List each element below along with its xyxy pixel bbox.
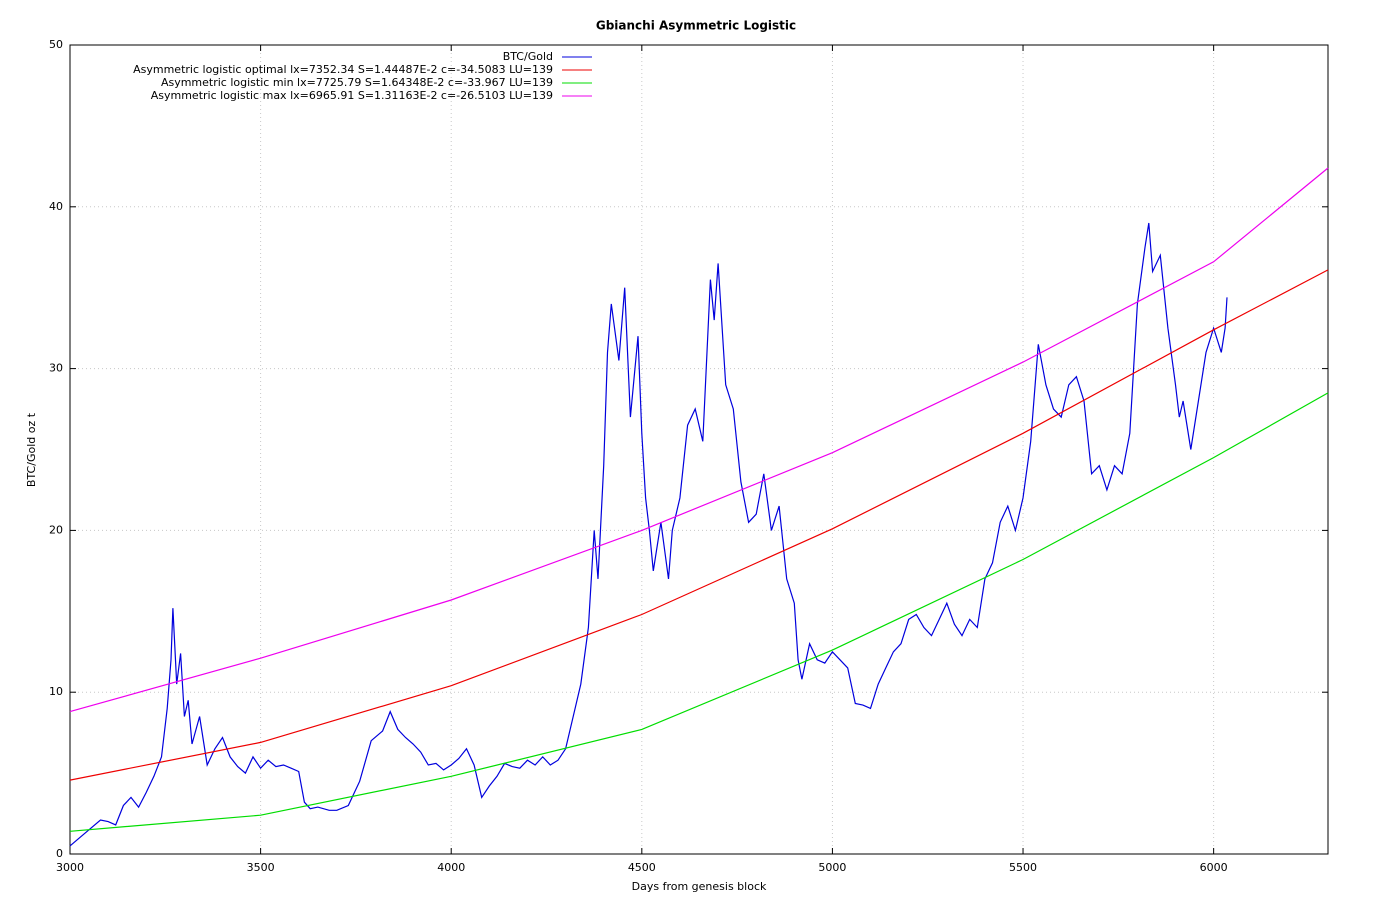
legend-label: Asymmetric logistic optimal lx=7352.34 S… [133, 63, 553, 76]
legend-label: Asymmetric logistic max lx=6965.91 S=1.3… [151, 89, 553, 102]
y-tick-label: 10 [49, 685, 63, 698]
x-tick-label: 5500 [1009, 861, 1037, 874]
series-line [69, 167, 1329, 713]
y-tick-label: 50 [49, 38, 63, 51]
x-axis-label: Days from genesis block [632, 880, 767, 893]
series-line [69, 269, 1329, 781]
y-tick-label: 20 [49, 523, 63, 536]
y-tick-label: 30 [49, 362, 63, 375]
legend-label: BTC/Gold [503, 50, 553, 63]
x-tick-label: 3000 [56, 861, 84, 874]
x-tick-label: 5000 [818, 861, 846, 874]
y-tick-label: 40 [49, 200, 63, 213]
series-line [69, 222, 1228, 847]
y-axis-label: BTC/Gold oz t [25, 412, 38, 487]
x-tick-label: 3500 [247, 861, 275, 874]
legend-label: Asymmetric logistic min lx=7725.79 S=1.6… [161, 76, 553, 89]
chart-title: Gbianchi Asymmetric Logistic [596, 19, 796, 33]
x-tick-label: 4000 [437, 861, 465, 874]
y-tick-label: 0 [56, 847, 63, 860]
series-line [69, 392, 1329, 832]
plot-frame [69, 44, 1329, 855]
x-tick-label: 6000 [1200, 861, 1228, 874]
x-tick-label: 4500 [628, 861, 656, 874]
